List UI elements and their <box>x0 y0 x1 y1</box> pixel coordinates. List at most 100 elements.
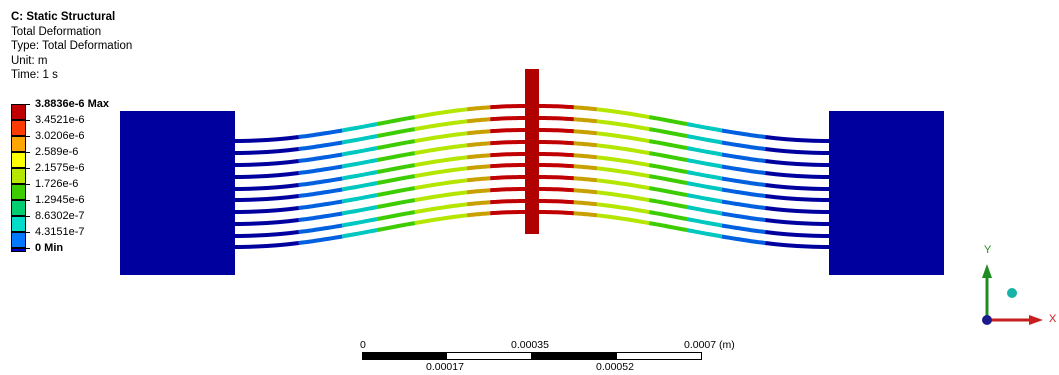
flexure-beam-segment <box>298 128 343 139</box>
flexure-beam-segment <box>414 131 468 144</box>
flexure-beam-segment <box>539 187 574 193</box>
flexure-beam-segment <box>341 228 378 239</box>
flexure-beam-segment <box>596 131 650 144</box>
color-legend[interactable]: 3.8836e-6 Max 3.4521e-6 3.0206e-6 2.589e-6 2… <box>11 98 141 260</box>
flexure-beam-segment <box>414 119 468 132</box>
flexure-beam-segment <box>539 140 574 146</box>
flexure-beam-segment <box>235 218 300 226</box>
axis-triad[interactable]: Y X <box>965 238 1059 338</box>
result-type: Type: Total Deformation <box>11 40 133 53</box>
flexure-beam-segment <box>376 221 416 232</box>
result-info: C: Static Structural Total Deformation T… <box>11 10 132 83</box>
legend-swatch <box>11 104 26 120</box>
flexure-beam-segment <box>596 107 650 120</box>
flexure-beam-segment <box>341 122 378 133</box>
flexure-beam-segment <box>414 143 468 156</box>
flexure-beam-segment <box>298 199 343 210</box>
scale-label-3: 0.00017 <box>426 361 464 373</box>
flexure-beam-segment <box>298 164 343 175</box>
scale-label-2: 0.0007 (m) <box>684 339 735 351</box>
flexure-beam-segment <box>490 104 525 110</box>
flexure-beam-segment <box>721 176 766 187</box>
legend-tick <box>11 104 30 105</box>
flexure-beam-segment <box>490 210 525 216</box>
legend-tick <box>11 232 30 233</box>
flexure-beam-segment <box>341 205 378 216</box>
flexure-beam-segment <box>573 164 598 171</box>
legend-label: 2.1575e-6 <box>35 162 85 174</box>
flexure-beam-segment <box>490 199 525 205</box>
flexure-beam-segment <box>466 176 491 183</box>
legend-tick <box>11 168 30 169</box>
legend-tick <box>11 200 30 201</box>
flexure-beam-segment <box>686 181 723 192</box>
flexure-beam-segment <box>466 105 491 112</box>
triad-graphic <box>982 264 1043 325</box>
flexure-beam-segment <box>466 129 491 136</box>
flexure-beam-segment <box>648 139 688 150</box>
flexure-beam-segment <box>376 163 416 174</box>
flexure-beam-segment <box>596 155 650 168</box>
legend-tick <box>11 152 30 153</box>
flexure-beam-segment <box>721 211 766 222</box>
flexure-beam-segment <box>235 159 300 167</box>
legend-label: 3.8836e-6 Max <box>35 98 109 110</box>
x-axis-arrowhead <box>1029 315 1043 325</box>
flexure-beam-segment <box>341 217 378 228</box>
flexure-beam-segment <box>721 187 766 198</box>
flexure-beam-segment <box>648 115 688 126</box>
flexure-beam-segment <box>686 217 723 228</box>
flexure-beam-segment <box>721 199 766 210</box>
flexure-beam-segment <box>298 152 343 163</box>
flexure-beam-segment <box>539 128 574 134</box>
flexure-beam-segment <box>764 218 829 226</box>
scale-segment-1 <box>362 352 447 360</box>
analysis-title: C: Static Structural <box>11 11 116 23</box>
legend-swatch <box>11 200 26 216</box>
legend-swatch <box>11 120 26 136</box>
flexure-beam-segment <box>376 186 416 197</box>
flexure-beam-segment <box>298 187 343 198</box>
flexure-beam-segment <box>341 193 378 204</box>
flexure-beam-segment <box>721 223 766 234</box>
flexure-beam-segment <box>686 205 723 216</box>
flexure-beam-segment <box>539 199 574 205</box>
flexure-beam-segment <box>573 153 598 160</box>
right-anchor-block <box>829 111 944 275</box>
legend-label: 8.6302e-7 <box>35 210 85 222</box>
flexure-beam-segment <box>414 155 468 168</box>
flexure-beam-segment <box>539 175 574 181</box>
flexure-beam-segment <box>414 213 468 226</box>
flexure-beam-segment <box>466 164 491 171</box>
flexure-beam-segment <box>341 181 378 192</box>
flexure-beam-segment <box>648 198 688 209</box>
flexure-beam-segment <box>298 223 343 234</box>
flexure-beam-segment <box>376 127 416 138</box>
flexure-beam-segment <box>596 178 650 191</box>
flexure-beam-segment <box>686 193 723 204</box>
flexure-beam-segment <box>341 134 378 145</box>
flexure-beam-segment <box>764 135 829 143</box>
flexure-beam-segment <box>648 210 688 221</box>
scale-segment-2 <box>446 352 532 360</box>
legend-swatch <box>11 216 26 232</box>
flexure-beam-segment <box>539 104 574 110</box>
flexure-beam-segment <box>235 206 300 214</box>
flexure-beam-segment <box>414 107 468 120</box>
flexure-beam-segment <box>376 151 416 162</box>
flexure-beam-segment <box>721 152 766 163</box>
flexure-beam-segment <box>686 146 723 157</box>
flexure-beam-segment <box>764 171 829 179</box>
scale-segment-4 <box>616 352 702 360</box>
flexure-beam-segment <box>596 202 650 215</box>
flexure-beam-segment <box>596 166 650 179</box>
flexure-beam-segment <box>573 129 598 136</box>
flexure-beam-segment <box>235 241 300 249</box>
flexure-beam-segment <box>686 122 723 133</box>
flexure-beam-segment <box>490 175 525 181</box>
result-name: Total Deformation <box>11 25 102 38</box>
flexure-beam-segment <box>648 174 688 185</box>
z-axis-icon <box>982 315 992 325</box>
flexure-beam-segment <box>573 211 598 218</box>
